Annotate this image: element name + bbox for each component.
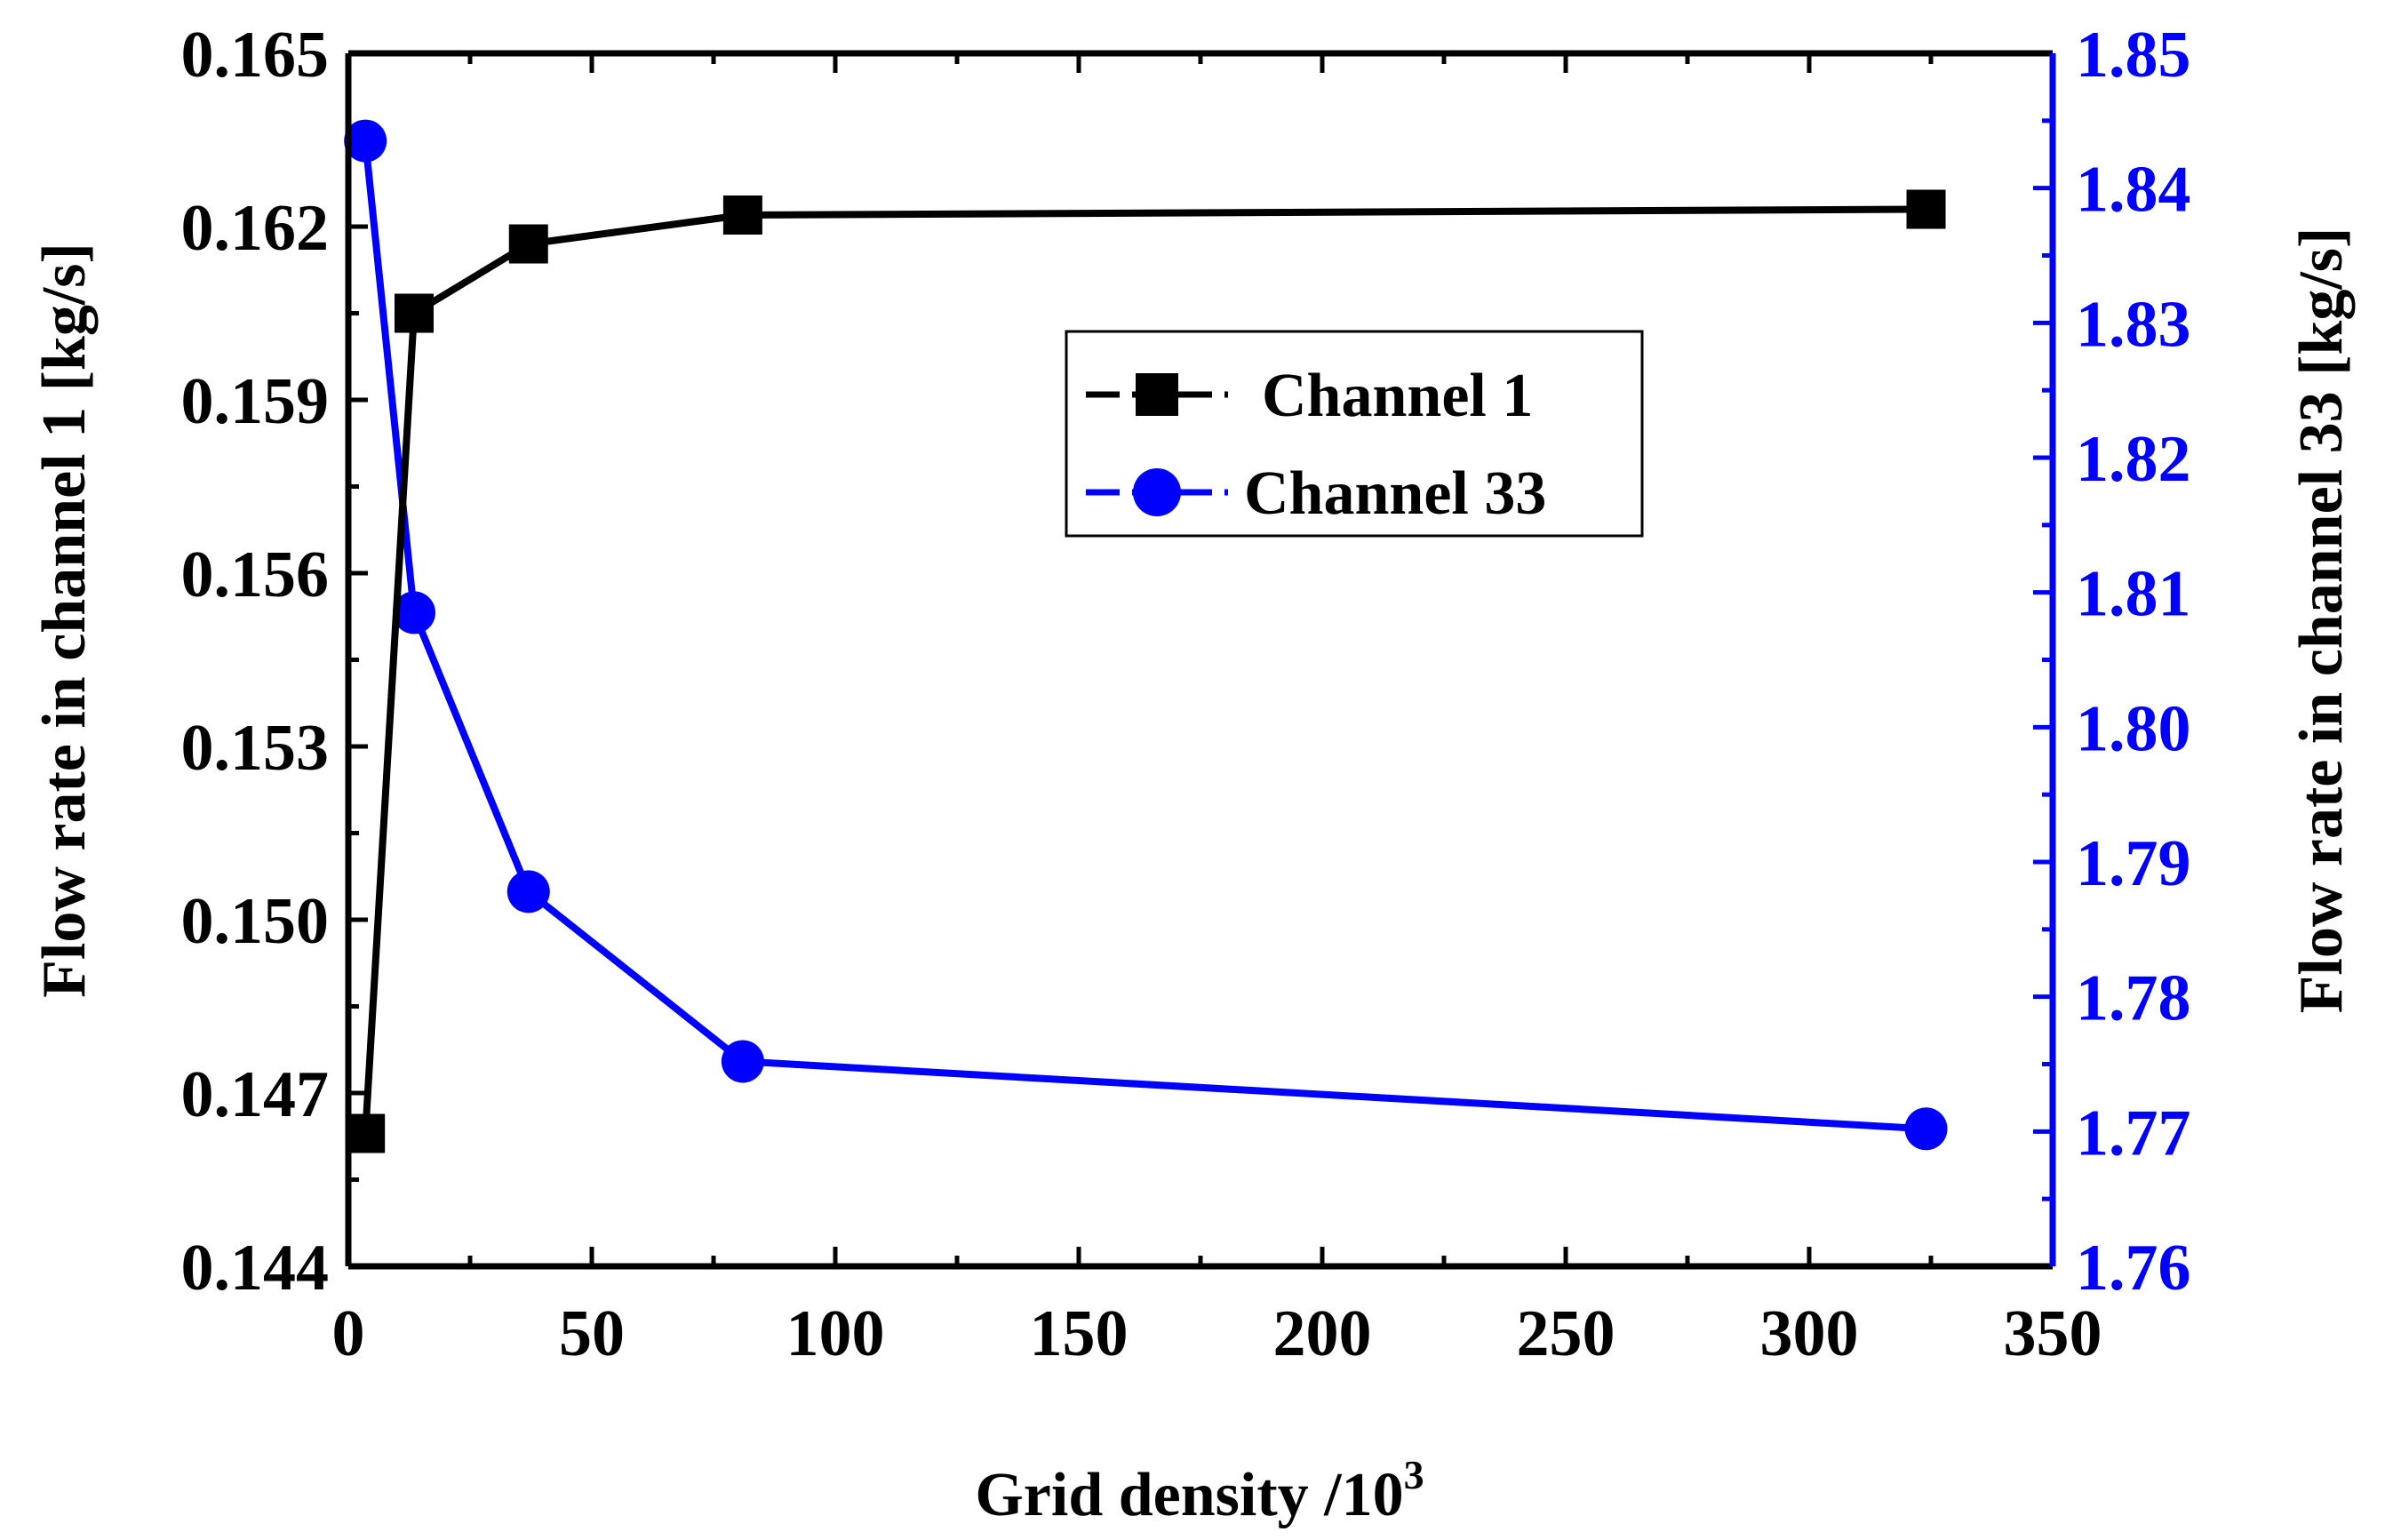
data-point-channel-33: [1904, 1107, 1948, 1151]
legend-marker-channel-33: [1133, 468, 1181, 516]
series-layer: [344, 119, 1948, 1153]
data-point-channel-1: [1906, 189, 1946, 229]
y-right-tick-label: 1.84: [2076, 154, 2191, 227]
data-point-channel-33: [344, 119, 387, 163]
y-right-tick-label: 1.85: [2076, 19, 2191, 92]
data-point-channel-1: [508, 224, 548, 264]
left-y-axis-title: Flow rate in channel 1 [kg/s]: [30, 243, 99, 998]
legend: Channel 1 Channel 33: [1065, 330, 1644, 538]
y-left-tick-label: 0.147: [181, 1058, 330, 1131]
data-point-channel-33: [392, 591, 435, 634]
tick-labels: 0 50 100 150 200 250 300 350 0.144 0.147 0.150 0.15…: [181, 19, 2191, 1370]
plot-frame: [345, 50, 2056, 1270]
y-left-tick-label: 0.165: [181, 19, 330, 92]
y-left-tick-label: 0.162: [181, 192, 330, 265]
data-point-channel-1: [722, 195, 762, 235]
series-line-channel-33: [362, 140, 1926, 1133]
y-left-tick-label: 0.156: [181, 539, 330, 611]
y-right-tick-label: 1.83: [2076, 288, 2191, 361]
x-tick-label: 200: [1273, 1297, 1372, 1370]
x-tick-label: 300: [1760, 1297, 1859, 1370]
legend-label-channel-1: Channel 1: [1262, 362, 1533, 430]
data-point-channel-1: [346, 1113, 386, 1153]
y-right-tick-label: 1.81: [2076, 558, 2191, 631]
y-left-tick-label: 0.150: [181, 885, 330, 958]
x-tick-label: 150: [1030, 1297, 1129, 1370]
y-right-tick-label: 1.80: [2076, 692, 2191, 765]
y-left-tick-label: 0.159: [181, 365, 330, 438]
right-y-axis-title: Flow rate in channel 33 [kg/s]: [2287, 227, 2356, 1014]
x-tick-label: 250: [1517, 1297, 1615, 1370]
x-tick-label: 50: [559, 1297, 625, 1370]
y-right-tick-label: 1.82: [2076, 423, 2191, 496]
y-right-tick-label: 1.77: [2076, 1097, 2191, 1169]
y-left-tick-label: 0.153: [181, 712, 330, 785]
legend-label-channel-33: Channel 33: [1244, 459, 1546, 528]
x-tick-label: 350: [2004, 1297, 2102, 1370]
legend-marker-channel-1: [1136, 373, 1178, 416]
x-tick-label: 0: [332, 1297, 365, 1370]
data-point-channel-33: [507, 870, 550, 914]
y-left-tick-label: 0.144: [181, 1232, 330, 1305]
x-tick-label: 100: [786, 1297, 885, 1370]
x-axis-title: Grid density /103: [975, 1452, 1424, 1529]
y-right-tick-label: 1.79: [2076, 827, 2191, 900]
y-right-tick-label: 1.76: [2076, 1232, 2191, 1305]
x-axis-title-superscript: 3: [1404, 1452, 1424, 1497]
x-axis-title-text: Grid density /10: [975, 1461, 1403, 1529]
data-point-channel-33: [721, 1040, 764, 1083]
y-right-tick-label: 1.78: [2076, 962, 2191, 1035]
data-point-channel-1: [394, 293, 434, 333]
